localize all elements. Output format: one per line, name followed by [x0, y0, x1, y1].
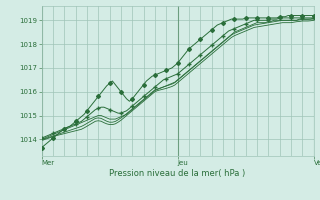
X-axis label: Pression niveau de la mer( hPa ): Pression niveau de la mer( hPa ): [109, 169, 246, 178]
